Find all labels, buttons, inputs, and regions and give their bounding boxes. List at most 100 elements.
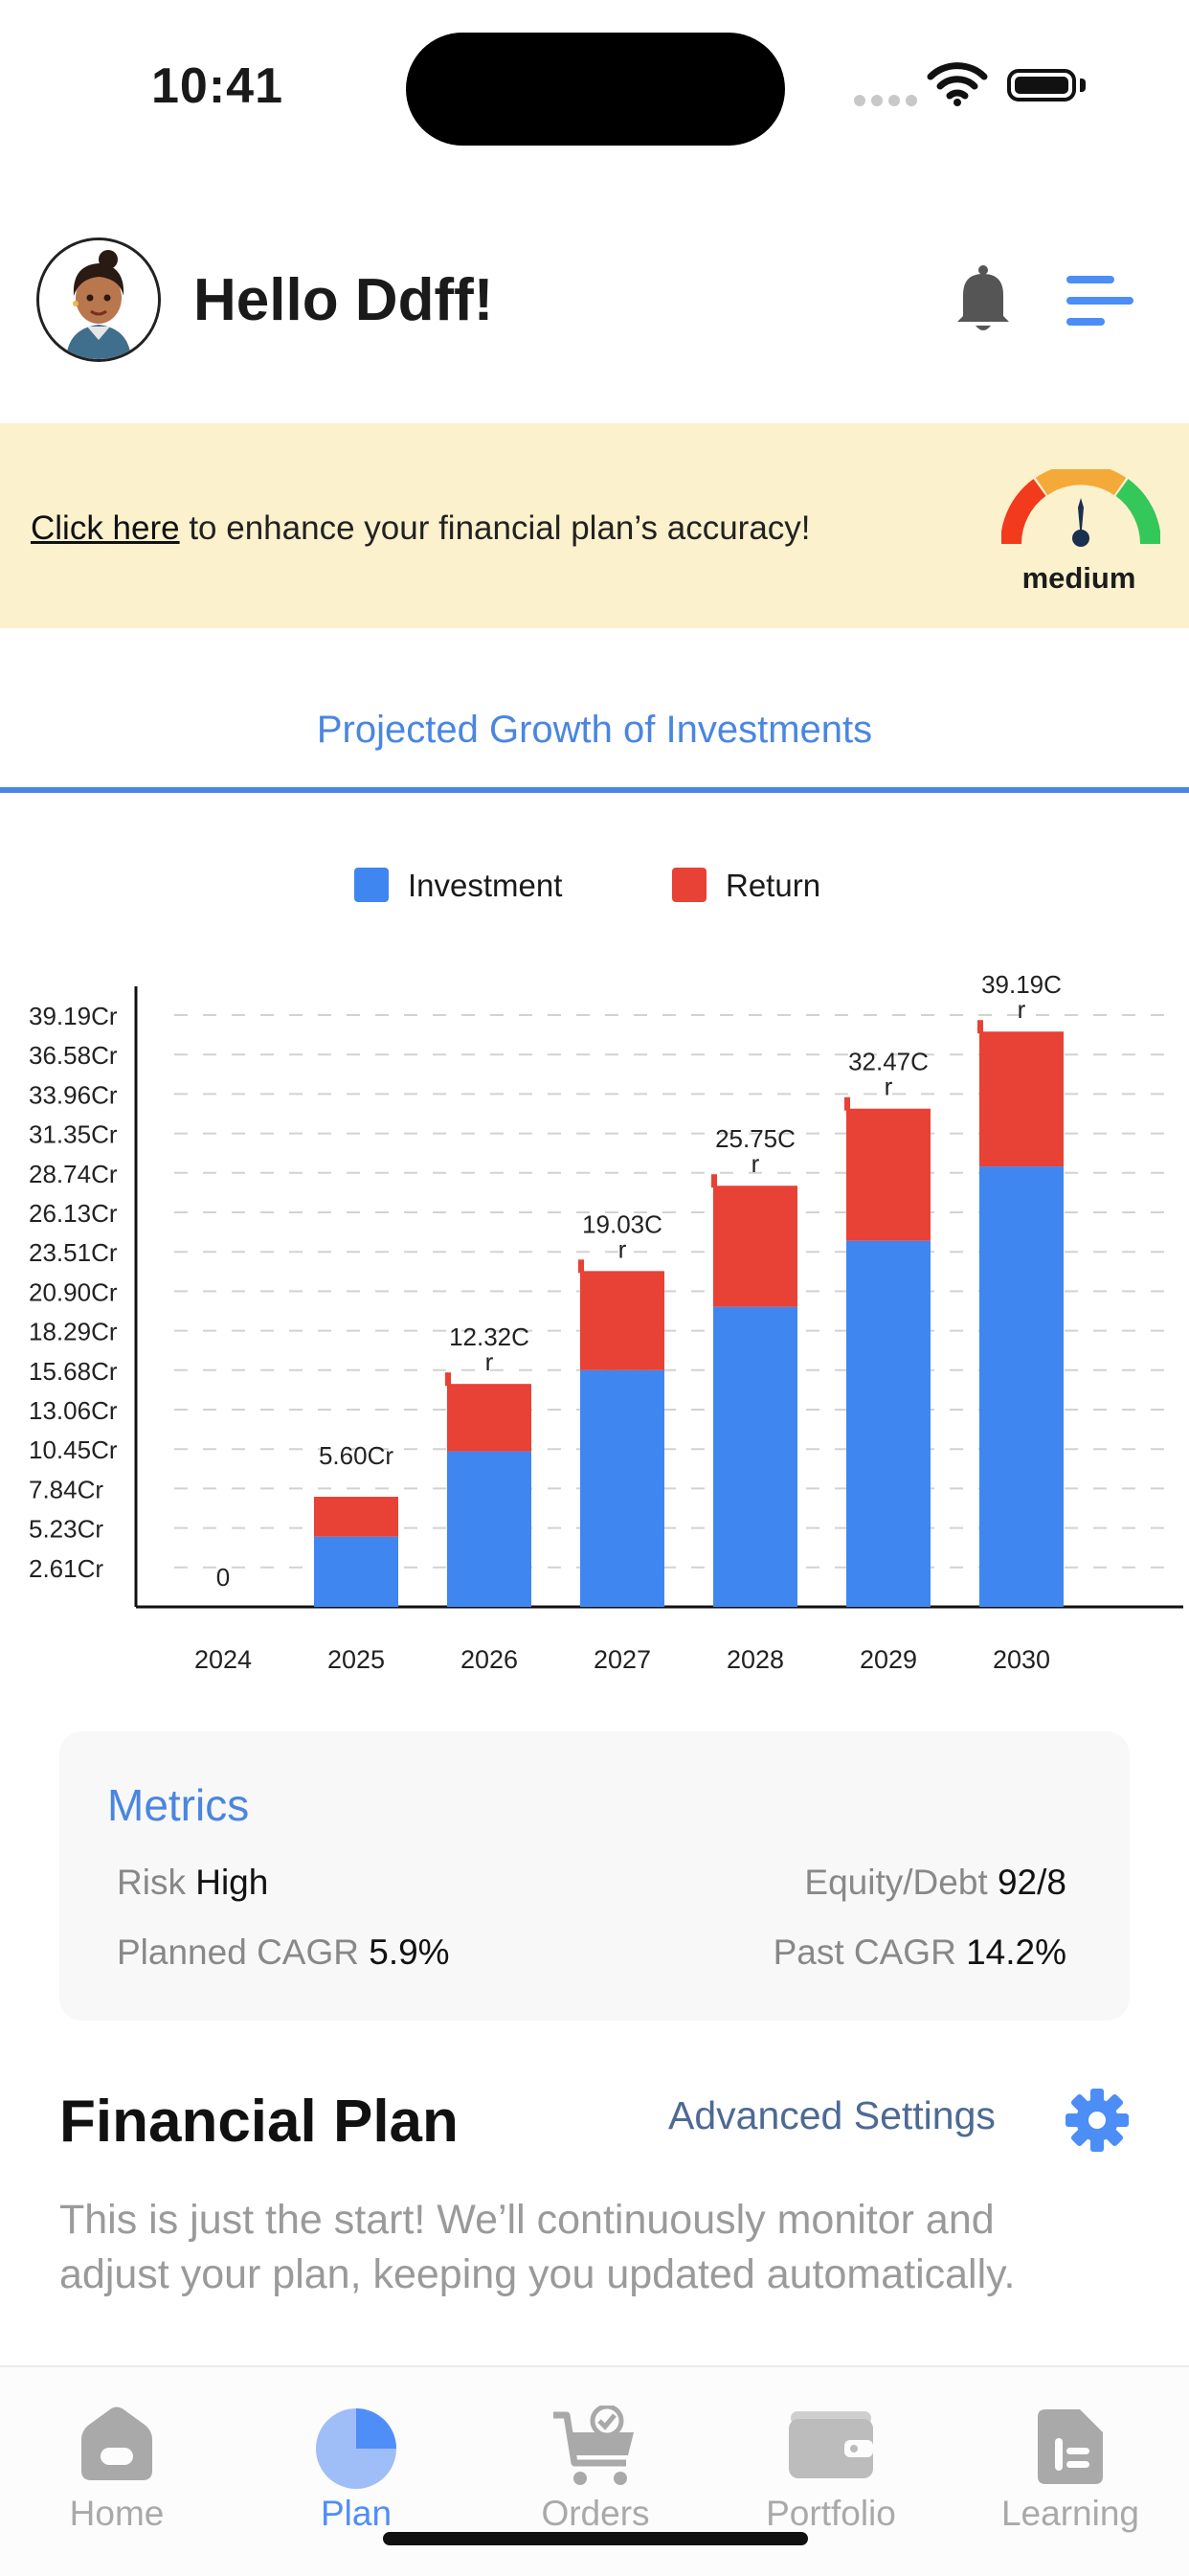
tab-portfolio[interactable]: Portfolio [766,2494,896,2533]
metrics-title: Metrics [107,1780,250,1830]
equity-debt-metric: Equity/Debt 92/8 [804,1863,1066,1903]
bell-icon[interactable] [953,264,1013,338]
y-tick-label: 15.68Cr [29,1357,118,1386]
equity-debt-value: 92/8 [997,1863,1066,1902]
bar-return-2027 [580,1271,664,1370]
bar-value-label-2028: 25.75C [715,1124,796,1153]
pie-chart-icon[interactable] [260,2406,452,2497]
advanced-settings-button[interactable]: Advanced Settings [668,2093,996,2137]
bar-return-2029 [846,1108,931,1241]
bar-value-label-suffix-2027: r [618,1234,627,1263]
battery-tip [1080,79,1086,92]
plan-accuracy-banner [0,423,1189,628]
bar-value-label-suffix-2026: r [485,1347,494,1376]
financial-plan-title: Financial Plan [59,2089,459,2155]
y-tick-label: 26.13Cr [29,1199,118,1228]
bar-value-label-2025: 5.60Cr [319,1441,393,1470]
equity-debt-label: Equity/Debt [804,1863,988,1902]
legend-label-return: Return [726,868,820,903]
legend-label-investment: Investment [408,868,562,903]
y-tick-label: 31.35Cr [29,1120,118,1149]
document-icon[interactable] [975,2406,1166,2493]
y-tick-label: 7.84Cr [29,1475,103,1503]
y-tick-label: 18.29Cr [29,1318,118,1346]
y-tick-label: 5.23Cr [29,1515,103,1544]
y-tick-label: 36.58Cr [29,1041,118,1070]
bar-investment-2027 [580,1369,664,1607]
bar-value-label-suffix-2028: r [752,1149,760,1178]
tab-learning[interactable]: Learning [1000,2494,1139,2533]
banner-message: to enhance your financial plan’s accurac… [179,509,811,547]
risk-metric: Risk High [117,1863,268,1903]
planned-cagr-label: Planned CAGR [117,1932,359,1972]
metrics-card [59,1731,1130,2021]
x-tick-label: 2028 [727,1645,784,1674]
risk-label: Risk [117,1863,186,1902]
home-icon[interactable] [21,2406,213,2487]
y-tick-label: 13.06Cr [29,1396,118,1425]
wifi-icon [927,59,988,112]
risk-value: High [195,1863,269,1902]
bar-return-2028 [713,1186,797,1307]
home-indicator [383,2532,808,2545]
battery-icon [1007,69,1076,102]
x-tick-label: 2027 [594,1645,651,1674]
bar-value-label-suffix-2029: r [885,1073,893,1101]
x-tick-label: 2030 [993,1645,1050,1674]
bar-cap-2030 [977,1020,983,1034]
legend-swatch-investment [354,868,389,902]
gauge-label: medium [1021,561,1136,595]
bar-value-label-2027: 19.03C [582,1209,662,1238]
y-tick-label: 2.61Cr [29,1554,103,1583]
investment-chart: 2.61Cr 5.23Cr 7.84Cr 10.45Cr 13.06Cr 15.68Cr 1… [29,970,1183,1674]
menu-icon[interactable] [1066,276,1133,339]
bar-value-label-2029: 32.47C [848,1048,929,1076]
y-tick-label: 33.96Cr [29,1080,118,1109]
tab-plan[interactable]: Plan [320,2494,393,2533]
legend-swatch-return [672,868,707,902]
greeting-title: Hello Ddff! [193,267,494,333]
y-tick-label: 10.45Cr [29,1435,118,1464]
wallet-icon[interactable] [735,2406,927,2487]
bar-value-label-suffix-2030: r [1018,995,1026,1024]
bar-investment-2026 [447,1451,531,1607]
tab-orders[interactable]: Orders [541,2494,650,2533]
signal-dots-icon [854,94,923,111]
status-time: 10:41 [151,58,283,114]
past-cagr-label: Past CAGR [773,1932,956,1972]
planned-cagr-metric: Planned CAGR 5.9% [117,1932,450,1973]
cart-icon[interactable] [500,2404,691,2498]
bar-investment-2028 [713,1306,797,1607]
bar-value-label-2030: 39.19C [981,970,1062,999]
y-tick-label: 28.74Cr [29,1160,118,1188]
bar-investment-2029 [846,1240,931,1607]
y-tick-label: 39.19Cr [29,1002,118,1030]
bar-return-2026 [447,1384,531,1452]
x-tick-label: 2029 [860,1645,917,1674]
bar-investment-2025 [314,1536,398,1607]
y-tick-label: 20.90Cr [29,1277,118,1306]
bar-cap-2028 [711,1174,717,1188]
chart-title: Projected Growth of Investments [316,709,873,751]
bar-return-2030 [979,1031,1064,1167]
dynamic-island [406,33,785,146]
x-tick-label: 2026 [460,1645,518,1674]
bar-investment-2030 [979,1166,1064,1607]
bar-cap-2026 [445,1372,451,1387]
past-cagr-metric: Past CAGR 14.2% [774,1932,1066,1973]
past-cagr-value: 14.2% [966,1932,1066,1972]
bar-value-label-2026: 12.32C [449,1322,529,1351]
tab-home[interactable]: Home [69,2494,165,2533]
avatar[interactable] [36,237,161,362]
x-tick-label: 2025 [327,1645,385,1674]
x-tick-label: 2024 [194,1645,252,1674]
bar-cap-2027 [578,1259,584,1274]
chart-title-underline [0,787,1189,793]
accuracy-gauge-icon [1000,463,1161,553]
gear-icon[interactable] [1065,2088,1130,2158]
bar-return-2025 [314,1497,398,1537]
bar-value-label-2024: 0 [216,1563,230,1592]
banner-text: Click here to enhance your financial pla… [31,509,811,548]
planned-cagr-value: 5.9% [369,1932,450,1972]
click-here-link[interactable]: Click here [31,509,180,547]
